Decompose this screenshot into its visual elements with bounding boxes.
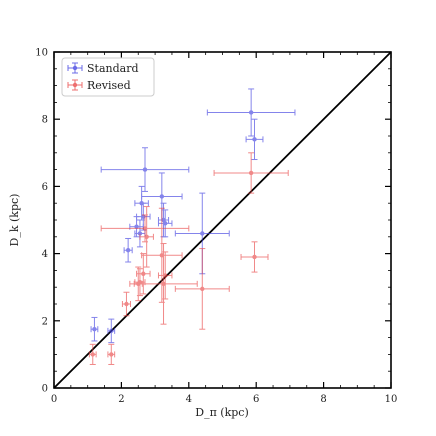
y-tick-label: 8 [42,115,48,126]
revised-marker [163,273,168,278]
y-axis-label: D_k (kpc) [8,194,21,247]
legend-entry-revised: Revised [67,79,131,92]
revised-point-14 [240,241,269,273]
standard-point-3 [123,237,133,263]
legend-marker-revised [67,79,83,91]
x-axis-label: D_π (kpc) [195,406,249,419]
data-layer [53,51,392,389]
standard-marker [252,137,257,142]
standard-point-11 [157,209,173,238]
x-tick-label: 8 [320,394,326,405]
standard-marker [125,248,131,253]
revised-point-11 [157,251,173,300]
legend-entry-standard: Standard [67,62,139,75]
standard-marker [159,194,165,199]
revised-marker [137,279,143,285]
series-revised [88,152,289,365]
y-tick-label: 6 [42,182,48,193]
x-tick-label: 0 [51,394,57,405]
x-tick-label: 6 [253,394,259,405]
y-tick-label: 2 [42,316,48,327]
legend-marker-standard [67,62,83,74]
revised-point-10 [129,243,198,325]
standard-marker [163,221,168,226]
revised-point-6 [136,253,151,295]
revised-point-8 [139,206,154,268]
legend-box [61,57,155,97]
legend: Standard Revised [61,57,155,97]
standard-marker [141,214,146,219]
revised-marker [90,352,95,357]
standard-marker [248,110,254,115]
revised-point-13 [213,152,289,194]
legend-dot [72,82,78,88]
revised-marker [161,281,166,287]
standard-marker [134,224,139,229]
x-tick-label: 2 [118,394,124,405]
standard-point-13 [206,88,296,137]
standard-point-1 [90,316,99,342]
standard-marker [109,328,114,334]
revised-marker [159,253,165,258]
revised-marker [142,226,148,231]
standard-marker [142,167,148,172]
revised-marker [200,286,205,292]
revised-marker [124,301,129,307]
standard-marker [92,327,97,332]
standard-point-14 [245,118,264,161]
revised-point-12 [174,248,230,330]
revised-marker [252,254,257,260]
standard-point-8 [100,147,190,192]
y-tick-label: 10 [35,48,48,59]
standard-marker [137,231,143,236]
revised-marker [109,352,114,357]
revised-point-1 [88,343,97,365]
revised-marker [141,271,146,276]
x-tick-label: 10 [385,394,398,405]
x-tick-label: 4 [186,394,192,405]
standard-point-2 [107,318,116,344]
legend-dot [72,65,78,71]
revised-point-3 [121,291,131,317]
legend-label-revised: Revised [87,79,131,92]
legend-label-standard: Standard [87,62,139,75]
revised-marker [248,170,254,176]
standard-marker [161,217,166,223]
plot-area: 0 2 4 6 8 10 0 2 4 6 8 10 [35,48,397,406]
y-tick-label: 0 [42,384,48,395]
revised-marker [144,234,149,239]
ticks-layer: 0 2 4 6 8 10 0 2 4 6 8 10 [35,48,397,406]
revised-point-2 [107,343,116,365]
standard-marker [200,231,205,236]
y-tick-label: 4 [42,249,48,260]
revised-point-9 [141,207,183,303]
